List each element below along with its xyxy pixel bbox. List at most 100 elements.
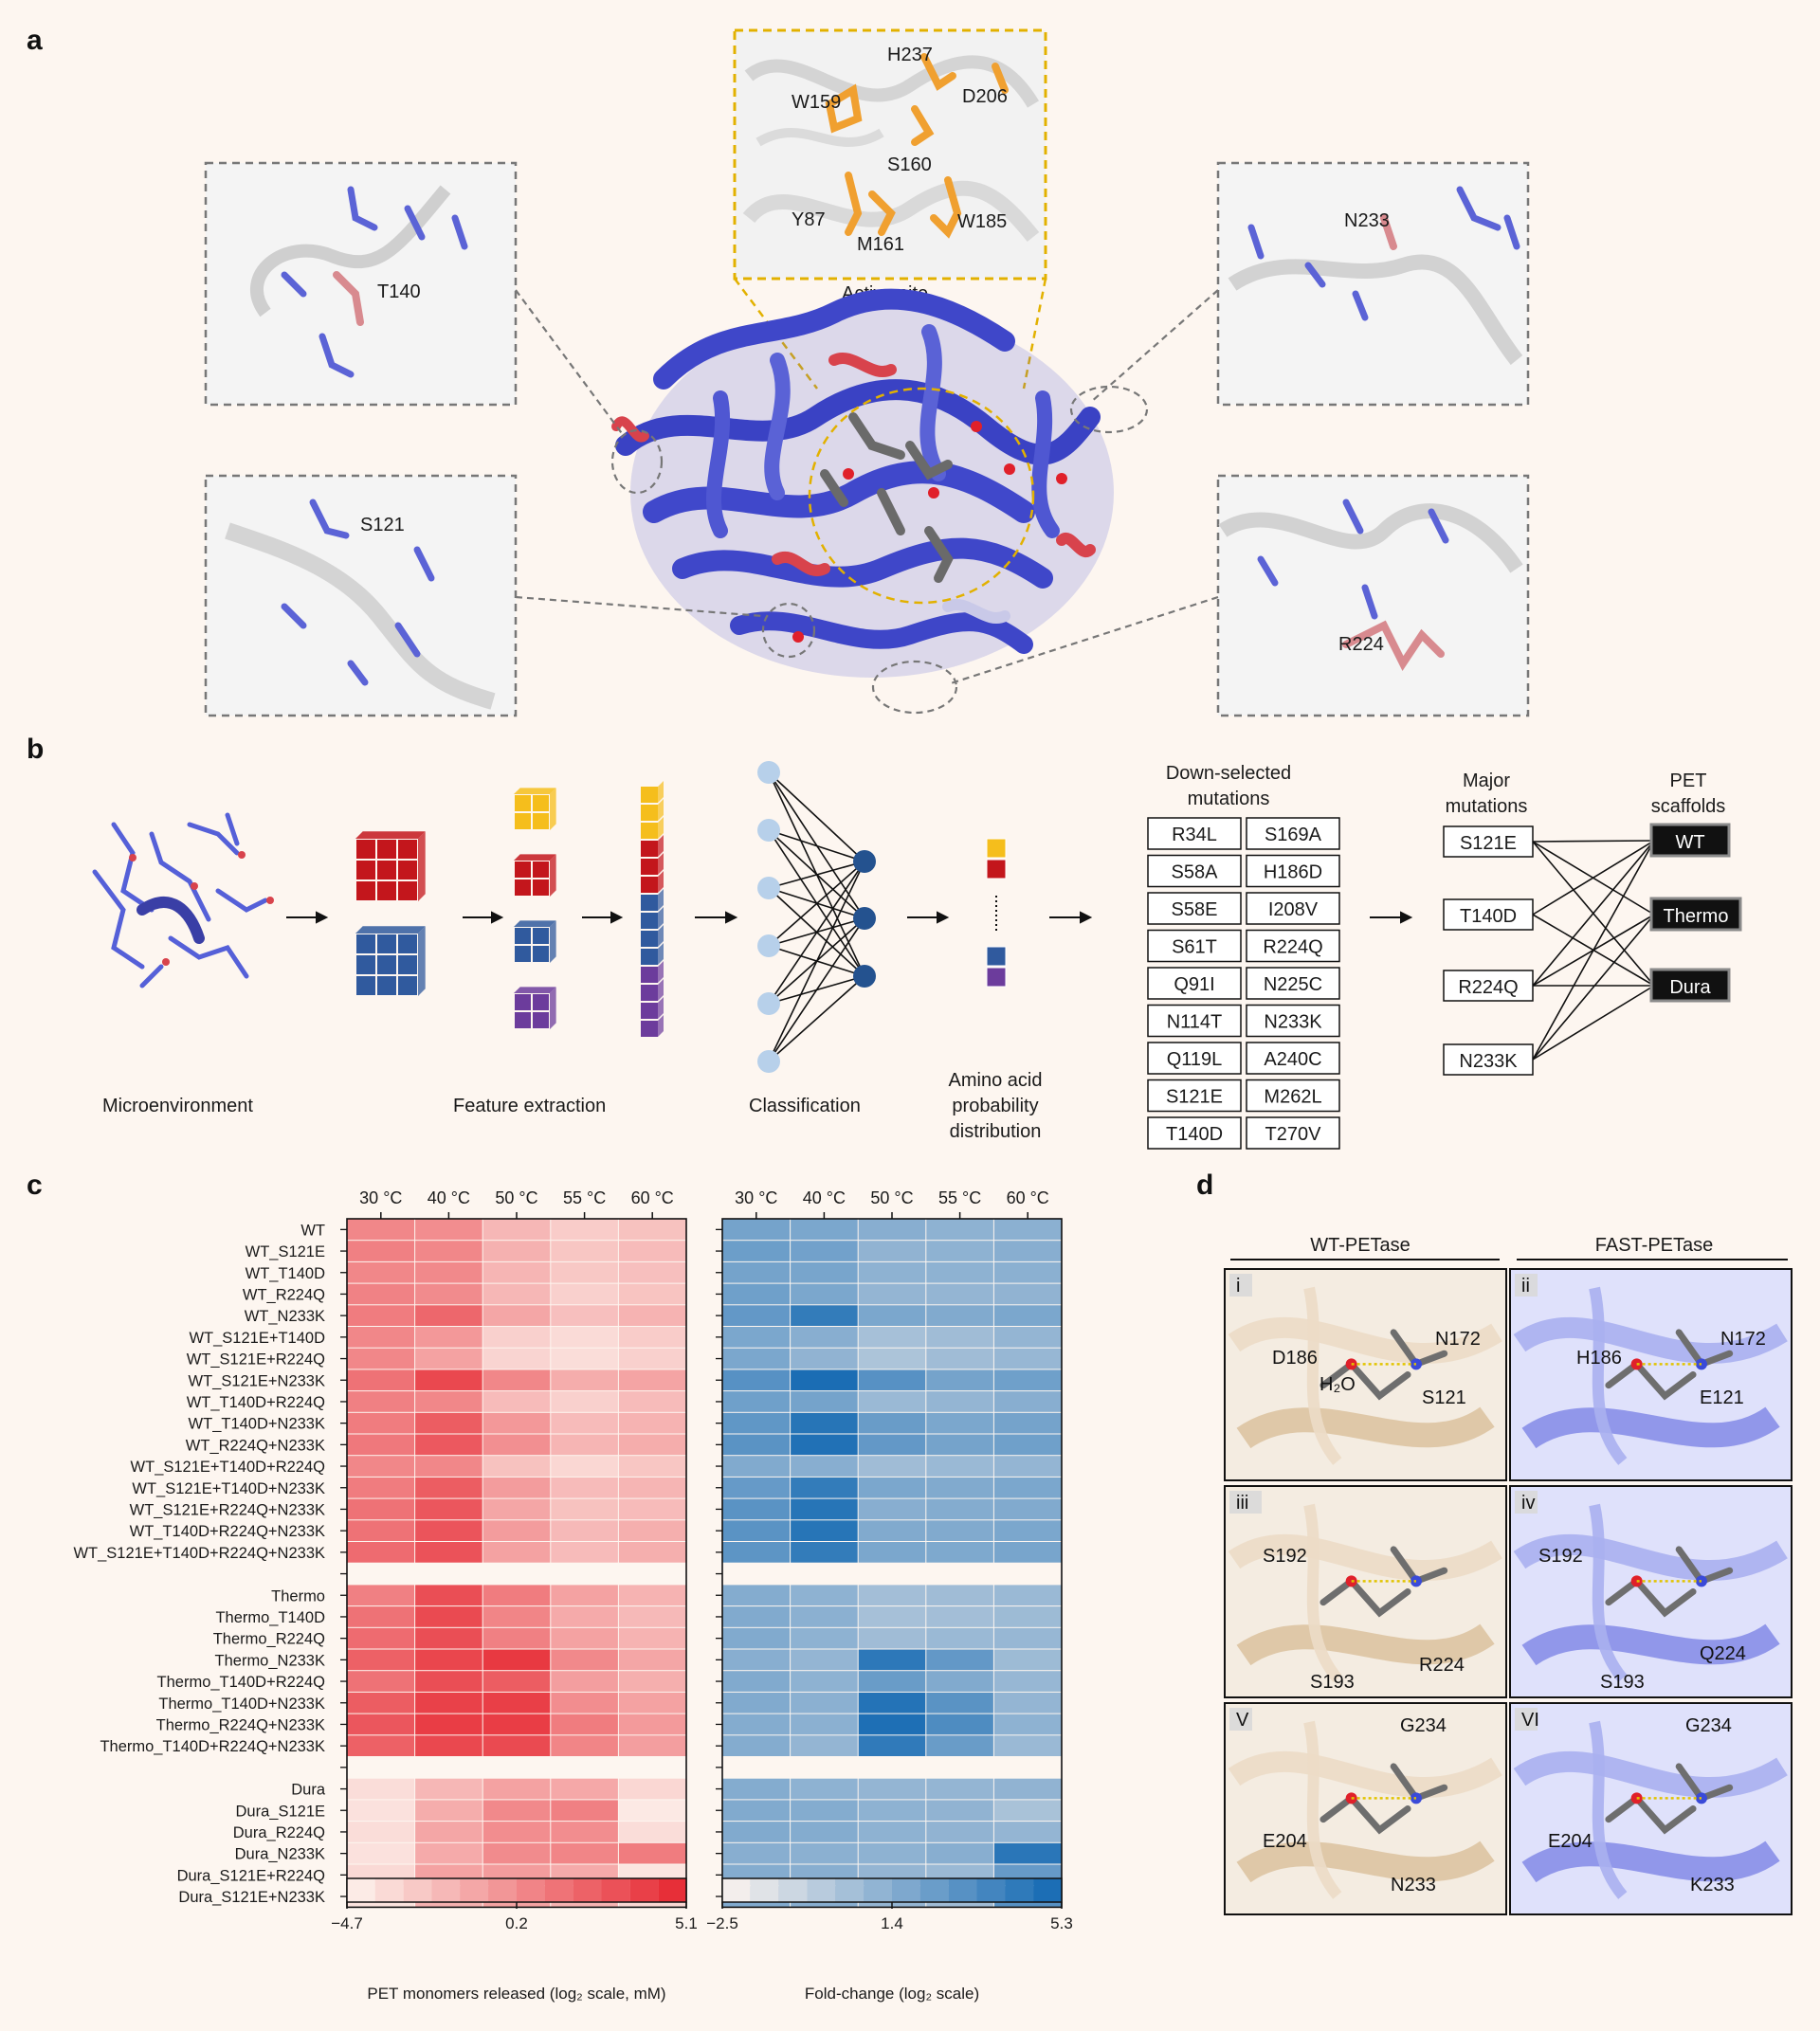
heatmap-cell	[551, 1735, 618, 1756]
tile-roman-bg	[1515, 1274, 1538, 1297]
heatmap-cell	[551, 1391, 618, 1412]
feature-vector-cell	[641, 787, 658, 803]
heatmap-cell	[618, 1692, 686, 1714]
cube-red-small-side	[550, 854, 556, 897]
cube-blue-small-cell	[533, 946, 549, 962]
heatmap-cell	[993, 1692, 1062, 1714]
heatmap-cell	[551, 1800, 618, 1822]
colorbar-monomers-swatch	[517, 1878, 545, 1902]
colorbar-fold-change-swatch	[919, 1878, 949, 1902]
downselected-mutation: S61T	[1172, 937, 1217, 958]
feature-vector-side	[658, 889, 664, 911]
heatmap-cell	[722, 1627, 791, 1649]
heatmap-cell	[618, 1498, 686, 1520]
stage-label-feature-extraction: Feature extraction	[453, 1096, 606, 1116]
cube-red-large-side	[418, 831, 426, 901]
cube-blue-small-cell	[515, 928, 531, 944]
tile-roman-label: i	[1236, 1276, 1240, 1297]
row-label: WT_R224Q	[243, 1286, 325, 1303]
feature-vector-cell	[641, 877, 658, 893]
scaffold-label: Thermo	[1664, 906, 1729, 927]
tile-roman-bg	[1229, 1274, 1252, 1297]
cube-blue-small-side	[550, 920, 556, 963]
structure-tile-bg	[1225, 1269, 1506, 1480]
cube-red-large-cell	[356, 881, 375, 900]
ribbon	[1303, 1286, 1342, 1465]
heatmap-cell	[415, 1369, 482, 1391]
downselected-cell	[1246, 929, 1340, 963]
heatmap-cell	[618, 1714, 686, 1735]
heatmap-cell	[482, 1369, 551, 1391]
heatmap-cell	[791, 1412, 858, 1434]
ribbon	[1513, 1533, 1788, 1582]
heatmap-cell	[551, 1778, 618, 1800]
heatmap-cell	[993, 1800, 1062, 1822]
heatmap-cell	[993, 1671, 1062, 1692]
heatmap-cell	[722, 1585, 791, 1606]
mutation-scaffold-link	[1532, 840, 1655, 916]
heatmap-cell	[926, 1327, 993, 1348]
downselected-cell	[1147, 892, 1242, 925]
row-label: Dura_S121E	[236, 1803, 325, 1820]
scaffold-label: Dura	[1669, 977, 1711, 998]
heatmap-cell	[858, 1627, 926, 1649]
heatmap-cell	[415, 1261, 482, 1283]
downselected-cell	[1246, 817, 1340, 850]
downselected-cell	[1246, 854, 1340, 888]
heatmap-cell	[551, 1671, 618, 1692]
heatmap-cell	[347, 1412, 415, 1434]
cube-blue-small	[514, 920, 556, 963]
colorbar-fold-change-swatch	[1005, 1878, 1034, 1902]
heatmap-cell	[993, 1627, 1062, 1649]
cube-yellow	[514, 788, 556, 830]
tile-roman-bg	[1229, 1708, 1252, 1731]
heatmap-cell	[415, 1391, 482, 1412]
row-label: Thermo_R224Q+N233K	[156, 1716, 325, 1733]
heatmap-cell	[722, 1735, 791, 1756]
heatmap-cell	[482, 1542, 551, 1563]
heatmap-cell	[722, 1391, 791, 1412]
structure-tile-frame	[1224, 1268, 1507, 1481]
structure-tile-bg	[1225, 1486, 1506, 1697]
microenvironment-structure	[92, 812, 268, 988]
heatmap-cell	[722, 1241, 791, 1261]
row-label: Thermo_N233K	[215, 1652, 325, 1669]
tile-residue-label: N233	[1391, 1875, 1436, 1895]
cube-red-large-cell	[398, 861, 417, 879]
ribbon	[1521, 1406, 1780, 1449]
feature-vector-side	[658, 961, 664, 983]
heatmap-cell	[618, 1412, 686, 1434]
inset-n233: N233	[1216, 161, 1530, 407]
inset-t140: T140	[204, 161, 518, 407]
residue-label-h237: H237	[887, 45, 933, 65]
heatmap-cell	[858, 1498, 926, 1520]
classification-network	[757, 761, 876, 1073]
cube-red-large-cell	[377, 861, 396, 879]
cube-red-large-cell	[356, 840, 375, 859]
nn-output-node	[853, 850, 876, 873]
heatmap-cell	[926, 1305, 993, 1326]
heatmap-cell	[551, 1305, 618, 1326]
heatmap-cell	[482, 1800, 551, 1822]
column-label: 30 °C	[735, 1188, 777, 1207]
heatmap-cell	[858, 1585, 926, 1606]
heatmap-cell	[347, 1800, 415, 1822]
heatmap-cell	[482, 1822, 551, 1842]
heatmap-cell	[858, 1477, 926, 1498]
cube-red-small-cell	[533, 879, 549, 896]
heatmap-cell	[926, 1842, 993, 1864]
heatmap-cell	[415, 1692, 482, 1714]
scaffold-title-line-1: PET	[1670, 771, 1707, 791]
colorbar-fold-change-swatch	[948, 1878, 977, 1902]
colorbar-monomers-swatch	[460, 1878, 489, 1902]
heatmap-cell	[415, 1456, 482, 1477]
feature-vector-side	[658, 781, 664, 803]
heatmap-cell	[993, 1520, 1062, 1541]
major-mutation-box	[1443, 825, 1534, 858]
pipeline-arrows	[286, 911, 1413, 924]
heatmap-cell	[722, 1456, 791, 1477]
inset-label-r224: R224	[1338, 634, 1384, 655]
cube-red-small-top	[514, 854, 556, 861]
heatmap-cell	[993, 1241, 1062, 1261]
inset-r224: R224	[1216, 474, 1530, 717]
